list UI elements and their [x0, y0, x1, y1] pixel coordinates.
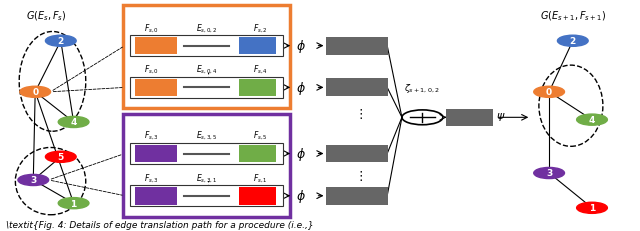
Text: 3: 3 [30, 176, 36, 185]
Circle shape [58, 198, 89, 209]
Text: $F_{s,3}$: $F_{s,3}$ [144, 172, 159, 184]
FancyBboxPatch shape [130, 143, 283, 164]
FancyBboxPatch shape [326, 37, 388, 55]
Circle shape [18, 175, 49, 186]
FancyBboxPatch shape [239, 79, 276, 97]
Text: $\vdots$: $\vdots$ [202, 71, 210, 84]
Text: 3: 3 [546, 169, 552, 178]
Text: $E_{s,0,4}$: $E_{s,0,4}$ [196, 64, 217, 76]
Text: $\vdots$: $\vdots$ [354, 106, 363, 120]
FancyBboxPatch shape [326, 187, 388, 205]
Text: $F_{s,1}$: $F_{s,1}$ [253, 172, 268, 184]
Text: $\phi$: $\phi$ [296, 38, 305, 55]
FancyBboxPatch shape [326, 79, 388, 97]
Text: $G(E_{s+1},F_{s+1})$: $G(E_{s+1},F_{s+1})$ [540, 9, 606, 23]
Text: $E_{s,3,5}$: $E_{s,3,5}$ [196, 130, 217, 142]
Circle shape [534, 168, 564, 179]
Text: 1: 1 [70, 199, 77, 208]
FancyBboxPatch shape [130, 77, 283, 99]
FancyBboxPatch shape [135, 187, 177, 205]
Text: $\vdots$: $\vdots$ [354, 169, 363, 182]
FancyBboxPatch shape [135, 145, 177, 163]
Circle shape [45, 152, 76, 163]
Text: $F_{s,3}$: $F_{s,3}$ [144, 130, 159, 142]
Circle shape [577, 115, 607, 126]
Text: 1: 1 [589, 204, 595, 212]
FancyBboxPatch shape [326, 145, 388, 163]
FancyBboxPatch shape [123, 115, 290, 217]
FancyBboxPatch shape [135, 38, 177, 55]
Text: $\phi$: $\phi$ [296, 145, 305, 162]
Text: $\psi$: $\psi$ [496, 111, 506, 123]
Text: $F_{s,2}$: $F_{s,2}$ [253, 22, 268, 34]
Circle shape [45, 36, 76, 47]
Text: 4: 4 [70, 118, 77, 127]
FancyBboxPatch shape [130, 185, 283, 207]
FancyBboxPatch shape [239, 187, 276, 205]
Text: 0: 0 [32, 88, 38, 97]
FancyBboxPatch shape [135, 79, 177, 97]
Text: \textit{Fig. 4: Details of edge translation path for a procedure (i.e.,}: \textit{Fig. 4: Details of edge translat… [6, 220, 314, 229]
Text: 0: 0 [546, 88, 552, 97]
Text: 2: 2 [570, 37, 576, 46]
Circle shape [58, 117, 89, 128]
Text: $\phi$: $\phi$ [296, 79, 305, 97]
Text: $\phi$: $\phi$ [296, 187, 305, 204]
Circle shape [20, 87, 51, 98]
Text: $E_{s,3,1}$: $E_{s,3,1}$ [196, 172, 217, 184]
Circle shape [534, 87, 564, 98]
FancyBboxPatch shape [446, 109, 493, 126]
Text: 4: 4 [589, 116, 595, 125]
Text: $F_{s,0}$: $F_{s,0}$ [144, 64, 159, 76]
Text: $\vdots$: $\vdots$ [202, 178, 210, 191]
Circle shape [557, 36, 588, 47]
Text: $F_{s,4}$: $F_{s,4}$ [253, 64, 268, 76]
Text: 5: 5 [58, 153, 64, 161]
FancyBboxPatch shape [239, 38, 276, 55]
Text: $\zeta_{s+1,0,2}$: $\zeta_{s+1,0,2}$ [404, 82, 440, 95]
FancyBboxPatch shape [239, 145, 276, 163]
Text: 2: 2 [58, 37, 64, 46]
Text: $F_{s,5}$: $F_{s,5}$ [253, 130, 268, 142]
FancyBboxPatch shape [123, 6, 290, 108]
Text: $F_{s,0}$: $F_{s,0}$ [144, 22, 159, 34]
Circle shape [577, 202, 607, 213]
Text: $G(E_s,F_s)$: $G(E_s,F_s)$ [26, 9, 67, 23]
FancyBboxPatch shape [130, 36, 283, 57]
Text: $E_{s,0,2}$: $E_{s,0,2}$ [196, 22, 217, 34]
